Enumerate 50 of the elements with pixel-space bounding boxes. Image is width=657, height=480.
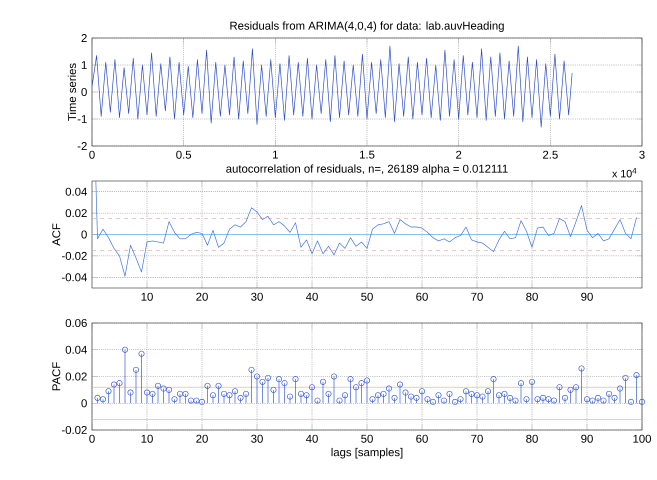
x-tick-label: 90 (581, 292, 593, 301)
y-axis-title: PACF (52, 362, 60, 390)
y-axis-title: ACF (52, 224, 60, 246)
x-tick-label: 60 (416, 434, 428, 443)
x-tick-label: 70 (471, 292, 483, 301)
x-tick-label: 2.5 (543, 150, 558, 159)
x-tick-label: 10 (142, 434, 153, 443)
y-axis-title: Time series (68, 63, 76, 121)
x-tick-label: 80 (526, 434, 538, 443)
chart-title: Residuals from ARIMA(4,0,4) for data: lab.auvHeading (230, 21, 504, 32)
y-tick-label: 0 (81, 399, 87, 408)
x-tick-label: 0.5 (176, 150, 192, 159)
y-tick-label: 0.02 (66, 209, 87, 218)
y-tick-label: -2 (78, 142, 87, 150)
y-tick-label: 0.04 (66, 346, 87, 354)
x-tick-label: 1 (273, 150, 278, 159)
x-tick-label: 90 (581, 434, 593, 443)
x-tick-label: 0 (89, 150, 95, 159)
y-tick-label: 0.02 (66, 372, 87, 381)
x-tick-label: 20 (196, 434, 208, 443)
x-tick-label: 100 (633, 434, 652, 443)
x-tick-label: 80 (526, 292, 538, 301)
x-tick-label: 0 (89, 434, 95, 443)
x-tick-label: 2 (456, 150, 462, 159)
y-tick-label: 0 (81, 88, 87, 96)
x-tick-label: 20 (196, 292, 208, 301)
x-tick-label: 10 (142, 292, 153, 301)
x-tick-label: 3 (639, 150, 645, 159)
x-tick-label: 1.5 (360, 150, 374, 159)
y-tick-label: -0.02 (62, 252, 87, 260)
y-tick-label: -0.02 (62, 426, 87, 434)
x-tick-label: 50 (361, 434, 373, 443)
x-tick-label: 40 (306, 292, 318, 301)
y-tick-label: 0 (81, 230, 87, 239)
x-tick-label: 30 (251, 434, 263, 443)
y-tick-label: 2 (82, 34, 87, 42)
y-tick-label: 0.06 (66, 319, 87, 328)
y-tick-label: 0.04 (66, 188, 87, 196)
x-tick-label: 40 (306, 434, 318, 443)
y-tick-label: 1 (82, 61, 87, 69)
y-tick-label: -0.04 (62, 273, 87, 282)
chart-title: autocorrelation of residuals, n=, 26189 alpha = 0.012111 (226, 164, 508, 175)
x-tick-label: 70 (471, 434, 483, 443)
x-tick-label: 30 (251, 292, 263, 301)
x-axis-title: lags [samples] (332, 448, 402, 458)
x-tick-label: 50 (361, 292, 373, 301)
line-series (92, 46, 572, 128)
y-tick-label: -1 (78, 115, 87, 123)
x-tick-label: 60 (416, 292, 428, 301)
text: x 10$^{4}$ (612, 168, 636, 178)
